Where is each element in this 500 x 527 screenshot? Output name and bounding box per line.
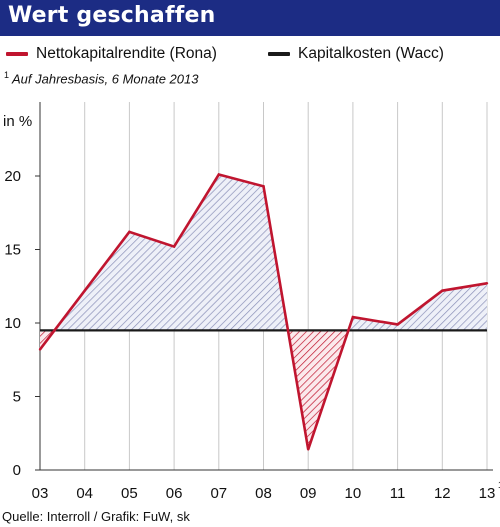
area-above-wacc-3: [348, 283, 487, 331]
title-bar: Wert geschaffen: [0, 0, 500, 36]
x-tick-label-04: 04: [76, 485, 93, 502]
x-tick-label-06: 06: [166, 485, 183, 502]
x-tick-label-05: 05: [121, 485, 138, 502]
y-axis-label: in %: [3, 113, 32, 130]
x-tick-label-11: 11: [390, 485, 406, 502]
rona-point-13: [485, 282, 489, 285]
y-tick-label-5: 5: [13, 389, 21, 406]
x-tick-label-07: 07: [210, 485, 227, 502]
area-above-wacc-1: [54, 174, 288, 331]
rona-point-12: [441, 289, 444, 292]
x-tick-label-10: 10: [345, 485, 362, 502]
footnote-mark: 1: [4, 70, 10, 80]
rona-point-07: [217, 173, 220, 176]
y-tick-label-10: 10: [4, 315, 21, 332]
area-below-wacc-2: [287, 330, 349, 450]
source-note: Quelle: Interroll / Grafik: FuW, sk: [2, 509, 190, 524]
legend-item-rona: Nettokapitalrendite (Rona): [6, 44, 217, 64]
x-tick-footnote-mark: 1: [498, 480, 500, 490]
y-tick-label-15: 15: [4, 242, 21, 259]
legend-item-wacc: Kapitalkosten (Wacc): [268, 44, 444, 64]
legend-swatch-rona: [6, 52, 28, 56]
x-tick-label-09: 09: [300, 485, 317, 502]
legend-label-rona: Nettokapitalrendite (Rona): [36, 45, 217, 62]
x-tick-label-08: 08: [255, 485, 272, 502]
rona-point-09: [307, 448, 310, 451]
rona-point-03: [38, 348, 42, 351]
rona-point-06: [172, 245, 176, 248]
y-tick-label-0: 0: [13, 462, 21, 479]
y-tick-label-20: 20: [4, 168, 21, 185]
x-tick-label-03: 03: [32, 485, 49, 502]
x-tick-label-13: 13: [479, 485, 496, 502]
legend-swatch-wacc: [268, 52, 290, 56]
rona-point-08: [262, 185, 265, 188]
x-tick-label-12: 12: [434, 485, 451, 502]
legend-label-wacc: Kapitalkosten (Wacc): [298, 45, 444, 62]
rona-point-04: [83, 289, 86, 292]
footnote-text: Auf Jahresbasis, 6 Monate 2013: [12, 71, 199, 87]
rona-point-10: [351, 315, 355, 319]
footnote: 1 Auf Jahresbasis, 6 Monate 2013: [4, 70, 198, 86]
rona-point-05: [128, 230, 131, 234]
rona-point-11: [396, 323, 399, 326]
chart-title: Wert geschaffen: [8, 3, 216, 28]
